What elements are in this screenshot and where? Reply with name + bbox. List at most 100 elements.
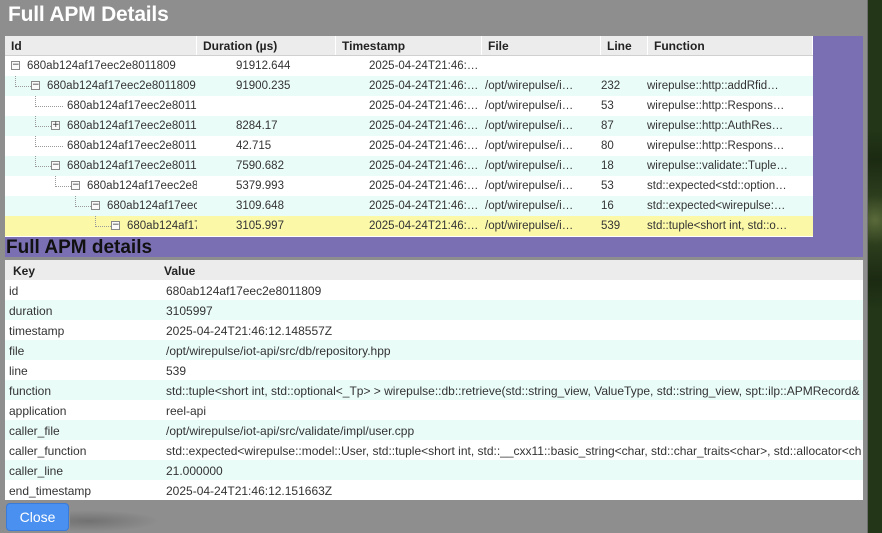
details-key: duration bbox=[9, 304, 53, 318]
tree-cell-file bbox=[482, 56, 591, 76]
collapse-icon[interactable]: − bbox=[51, 160, 60, 170]
details-table: Key Value id 680ab124af17eec2e8011809 dura… bbox=[5, 260, 863, 500]
tree-connector bbox=[35, 156, 36, 167]
details-row: file/opt/wirepulse/iot-api/src/db/reposi… bbox=[5, 340, 863, 360]
tree-cell-duration: 5379.993 bbox=[236, 180, 284, 192]
tree-cell-line: 18 bbox=[601, 160, 614, 172]
trace-tree-body: −680ab124af17eec2e8011809 91912.644 2025-0… bbox=[5, 56, 813, 236]
column-header-id[interactable]: Id bbox=[5, 36, 197, 55]
details-value: 3105997 bbox=[166, 304, 213, 318]
details-value: 2025-04-24T21:46:12.148557Z bbox=[166, 324, 333, 338]
tree-id-label: 680ab124af17eec2e8… bbox=[107, 200, 197, 212]
tree-cell-duration: 91900.235 bbox=[236, 80, 291, 92]
column-header-line[interactable]: Line bbox=[601, 36, 648, 55]
close-button[interactable]: Close bbox=[6, 503, 69, 531]
details-row: caller_function std::expected<wirepulse::… bbox=[5, 440, 863, 460]
tree-row[interactable]: −680ab124af17eec2e8011809 91912.644 2025-0… bbox=[5, 56, 813, 76]
details-key: timestamp bbox=[9, 324, 65, 338]
tree-cell-id: −680ab124af17eec2e8011809 bbox=[5, 156, 197, 176]
tree-cell-line: 53 bbox=[601, 100, 614, 112]
details-key: id bbox=[9, 284, 19, 298]
collapse-icon[interactable]: − bbox=[111, 220, 120, 230]
expand-icon[interactable]: + bbox=[51, 120, 60, 130]
trace-tree-header: Id Duration (µs) Timestamp File Line Fun… bbox=[5, 36, 813, 56]
details-key: function bbox=[9, 384, 52, 398]
tree-cell-duration: 8284.17 bbox=[236, 120, 278, 132]
column-header-file[interactable]: File bbox=[482, 36, 601, 55]
tree-id-label: 680ab124af17eec2e8011809 bbox=[67, 160, 197, 172]
tree-cell-line: 16 bbox=[601, 200, 614, 212]
tree-cell-timestamp: 2025-04-24T21:46:12.148… bbox=[369, 200, 482, 212]
column-header-function[interactable]: Function bbox=[648, 36, 813, 55]
tree-cell-file: /opt/wirepulse/i… bbox=[485, 220, 574, 232]
details-row: line 539 bbox=[5, 360, 863, 380]
tree-cell-file: /opt/wirepulse/i… bbox=[485, 140, 574, 152]
button-shadow bbox=[70, 510, 160, 532]
collapse-icon[interactable]: − bbox=[31, 80, 40, 90]
column-header-timestamp[interactable]: Timestamp bbox=[336, 36, 482, 55]
tree-row[interactable]: −680ab124af17eec2e8011809 7590.682 2025-04… bbox=[5, 156, 813, 176]
details-value: /opt/wirepulse/iot-api/src/db/repository… bbox=[166, 344, 391, 358]
tree-id-label: 680ab124af17eec2e8011809 bbox=[27, 60, 176, 72]
tree-row[interactable]: −680ab124af17eec2e8… 3109.648 2025-04-24T2… bbox=[5, 196, 813, 216]
trace-tree-panel: Id Duration (µs) Timestamp File Line Fun… bbox=[5, 36, 863, 257]
tree-connector bbox=[75, 206, 91, 207]
details-row: application reel-api bbox=[5, 400, 863, 420]
details-key: caller_file bbox=[9, 424, 60, 438]
tree-cell-id: −680ab124af17eec2e8011809 bbox=[5, 76, 197, 96]
tree-row[interactable]: +680ab124af17eec2e8011809 8284.17 2025-04-… bbox=[5, 116, 813, 136]
tree-cell-timestamp: 2025-04-24T21:46:12.140… bbox=[369, 80, 482, 92]
column-header-duration[interactable]: Duration (µs) bbox=[197, 36, 336, 55]
collapse-icon[interactable]: − bbox=[71, 180, 80, 190]
tree-cell-id: +680ab124af17eec2e8011809 bbox=[5, 116, 197, 136]
tree-row[interactable]: 680ab124af17eec2e8011809 2025-04-24T21:46… bbox=[5, 96, 813, 116]
tree-cell-function: std::expected<std::option… bbox=[647, 180, 787, 192]
column-header-value: Value bbox=[164, 264, 196, 278]
details-key: application bbox=[9, 404, 67, 418]
tree-cell-id: −680ab124af17eec2e8011… bbox=[5, 176, 197, 196]
tree-cell-line: 232 bbox=[601, 80, 621, 92]
details-key: caller_line bbox=[9, 464, 64, 478]
tree-cell-file: /opt/wirepulse/i… bbox=[485, 120, 574, 132]
tree-cell-line: 53 bbox=[601, 180, 614, 192]
collapse-icon[interactable]: − bbox=[91, 200, 100, 210]
collapse-icon[interactable]: − bbox=[11, 60, 20, 70]
tree-cell-file: /opt/wirepulse/i… bbox=[485, 200, 574, 212]
tree-connector bbox=[35, 166, 51, 167]
details-header: Key Value bbox=[5, 260, 863, 280]
details-key: file bbox=[9, 344, 25, 358]
tree-id-label: 680ab124af17eec2e8011809 bbox=[47, 80, 196, 92]
tree-cell-timestamp: 2025-04-24T21:46:12.140… bbox=[369, 60, 482, 72]
tree-row[interactable]: −680ab124af17eec2e8011809 91900.235 2025-0… bbox=[5, 76, 813, 96]
tree-cell-file: /opt/wirepulse/i… bbox=[485, 180, 574, 192]
details-key: line bbox=[9, 364, 28, 378]
tree-cell-function: std::tuple<short int, std::o… bbox=[647, 220, 788, 232]
tree-cell-id: −680ab124af17eec2e8011809 bbox=[5, 56, 197, 76]
tree-cell-line: 87 bbox=[601, 120, 614, 132]
details-row: id 680ab124af17eec2e8011809 bbox=[5, 280, 863, 300]
tree-cell-function: wirepulse::validate::Tuple… bbox=[647, 160, 788, 172]
tree-cell-function: wirepulse::http::addRfid… bbox=[647, 80, 779, 92]
tree-row[interactable]: 680ab124af17eec2e8011809 42.715 2025-04-24… bbox=[5, 136, 813, 156]
tree-cell-function: wirepulse::http::AuthRes… bbox=[647, 120, 784, 132]
details-body: id 680ab124af17eec2e8011809 duration 310599… bbox=[5, 280, 863, 500]
tree-cell-timestamp: 2025-04-24T21:46:12.148… bbox=[369, 140, 482, 152]
tree-cell-file: /opt/wirepulse/i… bbox=[485, 80, 574, 92]
tree-connector bbox=[15, 76, 16, 87]
column-header-key: Key bbox=[13, 264, 36, 278]
trace-tree-table: Id Duration (µs) Timestamp File Line Fun… bbox=[5, 36, 813, 237]
dialog-title: Full APM Details bbox=[8, 3, 169, 26]
tree-connector bbox=[15, 86, 31, 87]
tree-connector bbox=[95, 226, 111, 227]
tree-cell-file: /opt/wirepulse/i… bbox=[485, 100, 574, 112]
details-value: 2025-04-24T21:46:12.151663Z bbox=[166, 484, 333, 498]
tree-row[interactable]: −680ab124af17eec2e8011… 5379.993 2025-04-2… bbox=[5, 176, 813, 196]
tree-cell-function bbox=[643, 56, 813, 76]
tree-id-label: 680ab124af17eec2e8011… bbox=[87, 180, 197, 192]
details-row: caller_line 21.000000 bbox=[5, 460, 863, 480]
tree-row[interactable]: −680ab124af17eec… 3105.997 2025-04-24T21:4… bbox=[5, 216, 813, 236]
tree-connector bbox=[55, 186, 71, 187]
tree-id-label: 680ab124af17eec2e8011809 bbox=[67, 100, 197, 112]
tree-connector bbox=[35, 96, 36, 107]
